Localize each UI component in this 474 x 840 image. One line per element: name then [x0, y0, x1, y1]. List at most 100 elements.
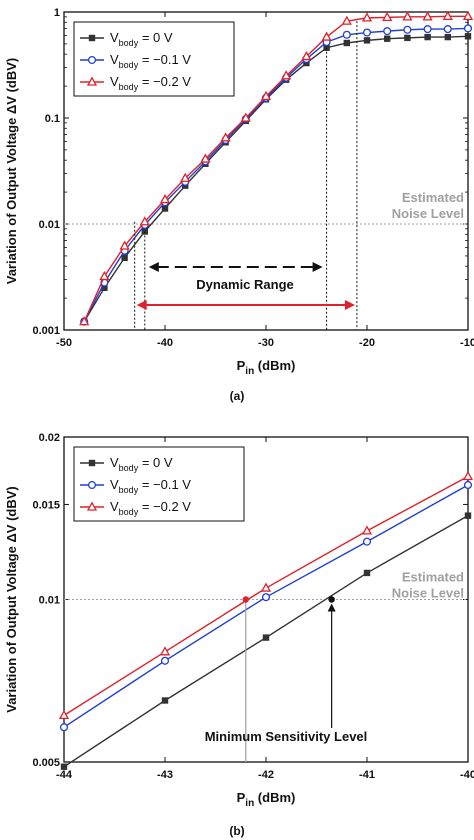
data-point-square: [121, 254, 128, 261]
data-point-triangle: [159, 194, 171, 204]
data-point-circle: [59, 723, 69, 732]
legend-entry: Vbody = 0 V: [110, 455, 173, 473]
data-point-triangle: [119, 240, 130, 250]
y-tick-label: 0.02: [39, 432, 60, 444]
x-tick-label: -40: [157, 337, 173, 349]
red-crossing-point: [242, 596, 249, 603]
legend-marker-circle: [87, 480, 97, 490]
data-point-square: [424, 33, 431, 41]
x-tick-label: -10: [460, 337, 474, 349]
noise-label-line2: Noise Level: [392, 206, 464, 221]
data-point-circle: [362, 537, 372, 546]
data-point-triangle: [462, 470, 474, 481]
arrowhead-right-red: [344, 300, 355, 310]
arrowhead-right: [312, 262, 323, 272]
legend-marker-triangle: [86, 76, 98, 86]
y-tick-label: 0.01: [39, 219, 60, 231]
y-axis-label: Variation of Output Voltage ΔV (dBV): [4, 58, 19, 285]
x-tick-label: -50: [56, 337, 72, 349]
noise-label-line2: Noise Level: [392, 586, 464, 601]
chart-panel-b: -44 -43 -42 -41 -40 0.005 0.01 0.015 0.02 Pin (dB…: [4, 432, 474, 838]
data-point-triangle: [220, 132, 231, 142]
x-tick-label: -40: [460, 769, 474, 781]
data-point-circle: [261, 593, 271, 602]
arrowhead-left: [148, 262, 159, 272]
data-point-square: [60, 763, 68, 770]
x-tick-label: -44: [56, 769, 73, 781]
x-axis-label: Pin (dBm): [237, 358, 296, 377]
x-tick-label: -41: [359, 769, 375, 781]
x-tick-label: -42: [258, 769, 274, 781]
x-tick-label: -20: [359, 337, 375, 349]
data-point-square: [101, 284, 108, 292]
legend-box: [73, 21, 235, 97]
y-axis-label: Variation of Output Voltage ΔV (dBV): [4, 486, 19, 713]
panel-label-b: (b): [229, 824, 244, 838]
data-point-circle: [463, 480, 473, 490]
data-point-triangle: [200, 153, 211, 163]
data-point-triangle: [281, 70, 292, 80]
data-point-square: [363, 37, 371, 44]
y-tick-label: 0.01: [39, 595, 60, 607]
x-tick-label: -30: [258, 337, 274, 349]
data-point-triangle: [361, 525, 373, 535]
data-point-triangle: [462, 10, 474, 20]
data-point-square: [363, 569, 371, 577]
sensitivity-arrowhead: [327, 603, 336, 612]
data-point-triangle: [180, 172, 191, 182]
data-point-triangle: [159, 646, 171, 656]
data-point-square: [343, 39, 350, 47]
legend-marker-circle: [87, 55, 97, 65]
data-point-triangle: [240, 112, 251, 122]
legend-entry: Vbody = −0.2 V: [110, 74, 191, 92]
data-point-triangle: [382, 11, 393, 22]
legend-box: [73, 446, 245, 522]
data-point-square: [161, 205, 169, 212]
data-point-triangle: [99, 270, 110, 281]
data-point-circle: [403, 25, 412, 34]
panel-label-a: (a): [230, 389, 245, 403]
data-point-circle: [160, 656, 170, 665]
y-tick-label: 0.005: [32, 757, 60, 769]
series-line-triangle: [83, 15, 468, 322]
y-tick-label: 1: [54, 7, 60, 19]
data-point-triangle: [442, 10, 453, 20]
data-point-triangle: [321, 31, 332, 41]
data-point-circle: [443, 25, 452, 34]
x-tick-label: -43: [157, 769, 173, 781]
data-point-circle: [423, 25, 432, 34]
data-point-triangle: [79, 316, 90, 326]
data-point-triangle: [361, 12, 373, 22]
data-point-square: [384, 35, 391, 42]
data-point-circle: [383, 27, 392, 36]
legend-entry: Vbody = −0.2 V: [110, 499, 191, 517]
data-point-triangle: [341, 15, 352, 25]
noise-label-line1: Estimated: [402, 570, 464, 585]
data-point-circle: [342, 30, 351, 39]
data-point-triangle: [139, 216, 150, 226]
legend-entry: Vbody = −0.1 V: [110, 477, 191, 495]
x-axis-label: Pin (dBm): [237, 790, 296, 809]
data-point-triangle: [260, 582, 272, 592]
legend-marker-square: [88, 34, 96, 42]
data-point-triangle: [422, 11, 433, 21]
data-point-circle: [362, 28, 372, 37]
minimum-sensitivity-label: Minimum Sensitivity Level: [205, 729, 368, 744]
data-point-square: [464, 33, 472, 40]
arrowhead-left-red: [136, 300, 147, 310]
series-line-square: [83, 35, 469, 322]
dynamic-range-label: Dynamic Range: [196, 277, 294, 292]
legend-marker-square: [88, 459, 96, 467]
data-point-triangle: [402, 11, 413, 21]
chart-panel-a: -50 -40 -30 -20 -10 0.001 0.01 0.1 1 Pin (dBm) Var…: [4, 7, 474, 403]
data-point-triangle: [301, 51, 312, 61]
data-point-circle: [463, 24, 473, 33]
legend-marker-triangle: [86, 501, 98, 511]
data-point-square: [262, 634, 270, 641]
data-point-square: [404, 34, 411, 42]
legend-entry: Vbody = 0 V: [110, 30, 173, 48]
y-tick-label: 0.001: [32, 325, 60, 337]
data-point-square: [161, 697, 169, 704]
data-point-triangle: [58, 709, 70, 720]
